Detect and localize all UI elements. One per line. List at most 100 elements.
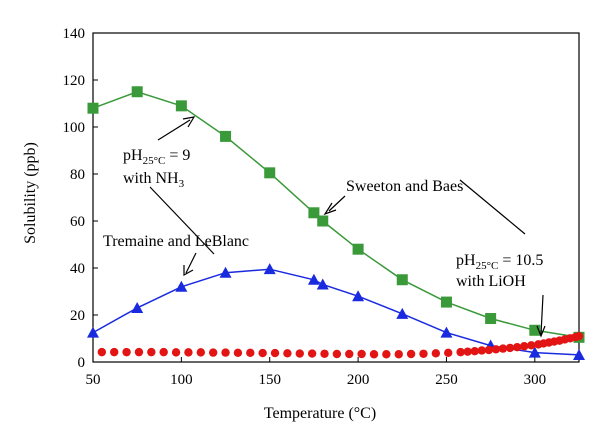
data-point-circle bbox=[505, 343, 515, 353]
data-point-triangle bbox=[528, 346, 541, 358]
data-point-square bbox=[396, 274, 408, 286]
arrow-ph105 bbox=[459, 179, 526, 235]
series-triangles bbox=[87, 263, 585, 360]
data-point-circle bbox=[491, 345, 501, 354]
annotation-ph9-sub: 25°C bbox=[143, 155, 166, 167]
data-point-triangle bbox=[396, 307, 409, 319]
arrow-tremaine bbox=[149, 186, 215, 255]
series-layer bbox=[87, 86, 585, 360]
arrow-tremaine-head bbox=[183, 265, 194, 277]
data-point-circle bbox=[196, 348, 206, 357]
data-point-circle bbox=[444, 348, 453, 358]
data-point-circle bbox=[357, 349, 366, 359]
x-tick-label: 300 bbox=[524, 372, 547, 388]
annotation-ph9: pH25°C = 9 bbox=[123, 147, 190, 167]
series-circles bbox=[97, 331, 584, 359]
data-point-circle bbox=[463, 347, 472, 356]
svg-text:pH25°C = 9: pH25°C = 9 bbox=[123, 147, 190, 167]
axes bbox=[92, 32, 580, 363]
data-point-circle bbox=[419, 349, 428, 358]
arrow-tremaine-lower bbox=[185, 252, 197, 274]
annotation-ph9-rest: = 9 bbox=[165, 147, 190, 164]
annotation-ph105-sub: 25°C bbox=[476, 260, 499, 272]
arrow-lioh bbox=[540, 294, 544, 335]
series-squares bbox=[87, 86, 585, 343]
data-point-circle bbox=[527, 341, 536, 350]
data-point-square bbox=[529, 324, 541, 336]
data-point-triangle bbox=[316, 278, 329, 290]
arrow-ph9-head bbox=[182, 116, 196, 128]
data-point-square bbox=[175, 100, 187, 112]
data-point-circle bbox=[477, 346, 486, 355]
data-point-circle bbox=[382, 350, 391, 359]
data-point-triangle bbox=[131, 301, 144, 313]
y-tick-label: 40 bbox=[70, 261, 85, 277]
y-tick-label: 100 bbox=[63, 120, 86, 136]
arrow-ph9 bbox=[157, 119, 191, 141]
arrow-sweeton-head bbox=[323, 202, 337, 216]
data-point-circle bbox=[345, 349, 354, 359]
series-line bbox=[92, 91, 580, 339]
y-tick-label: 140 bbox=[63, 26, 86, 42]
annotation-sweeton-baes: Sweeton and Baes bbox=[346, 178, 463, 195]
data-point-circle bbox=[283, 349, 292, 358]
data-point-circle bbox=[320, 349, 329, 358]
data-point-circle bbox=[470, 346, 479, 356]
annotation-nh3-sub: 3 bbox=[179, 178, 185, 190]
data-point-circle bbox=[406, 349, 416, 359]
data-point-square bbox=[317, 215, 329, 227]
data-point-square bbox=[220, 130, 232, 142]
x-tick-label: 200 bbox=[347, 372, 370, 388]
data-point-triangle bbox=[219, 266, 232, 278]
annotation-ph105: pH25°C = 10.5 bbox=[456, 252, 543, 272]
data-point-circle bbox=[208, 348, 218, 357]
annotation-arrows bbox=[149, 116, 546, 338]
svg-text:with NH3: with NH3 bbox=[123, 170, 185, 190]
data-point-circle bbox=[97, 347, 107, 357]
annotation-nh3-main: with NH bbox=[123, 170, 179, 187]
data-point-square bbox=[131, 86, 143, 98]
data-point-triangle bbox=[263, 263, 276, 275]
y-axis-title: Solubility (ppb) bbox=[22, 142, 39, 244]
y-tick-label: 120 bbox=[63, 73, 86, 89]
annotation-lioh: with LiOH bbox=[456, 273, 526, 290]
y-tick-label: 20 bbox=[70, 308, 85, 324]
data-point-circle bbox=[369, 350, 379, 359]
y-tick-label: 0 bbox=[78, 355, 86, 371]
data-point-square bbox=[352, 243, 364, 255]
data-point-circle bbox=[110, 347, 119, 357]
data-point-triangle bbox=[573, 348, 585, 360]
arrow-lioh-head bbox=[536, 325, 546, 338]
data-point-circle bbox=[122, 347, 131, 357]
data-point-circle bbox=[270, 348, 280, 358]
data-point-triangle bbox=[440, 326, 453, 338]
svg-text:pH25°C = 10.5: pH25°C = 10.5 bbox=[456, 252, 543, 272]
x-tick-label: 250 bbox=[435, 372, 458, 388]
data-point-triangle bbox=[87, 326, 99, 338]
data-point-circle bbox=[221, 348, 230, 357]
tick-labels: 50 100 150 200 250 300 0 20 40 60 80 100 120 140 bbox=[63, 26, 547, 388]
data-point-circle bbox=[394, 350, 403, 359]
data-point-circle bbox=[498, 344, 508, 353]
data-point-triangle bbox=[307, 273, 320, 285]
annotation-ph105-rest: = 10.5 bbox=[498, 252, 543, 269]
data-point-square bbox=[264, 167, 276, 179]
data-point-triangle bbox=[175, 280, 188, 292]
data-point-circle bbox=[246, 348, 255, 358]
data-point-circle bbox=[159, 347, 168, 357]
data-point-circle bbox=[171, 348, 181, 357]
data-point-circle bbox=[258, 348, 267, 358]
plot-frame bbox=[92, 32, 580, 363]
y-tick-label: 60 bbox=[70, 214, 85, 230]
data-point-circle bbox=[512, 342, 522, 352]
annotation-nh3: with NH3 bbox=[123, 170, 185, 190]
data-point-circle bbox=[184, 348, 193, 357]
data-point-circle bbox=[431, 349, 441, 358]
data-point-triangle bbox=[352, 290, 365, 302]
data-point-square bbox=[308, 207, 320, 219]
data-point-circle bbox=[456, 347, 465, 357]
annotation-ph105-main: pH bbox=[456, 252, 476, 269]
annotation-ph9-main: pH bbox=[123, 147, 143, 164]
arrow-sweeton bbox=[328, 195, 346, 212]
